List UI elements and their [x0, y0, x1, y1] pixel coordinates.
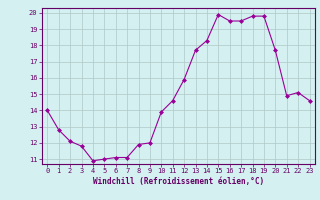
X-axis label: Windchill (Refroidissement éolien,°C): Windchill (Refroidissement éolien,°C) — [93, 177, 264, 186]
